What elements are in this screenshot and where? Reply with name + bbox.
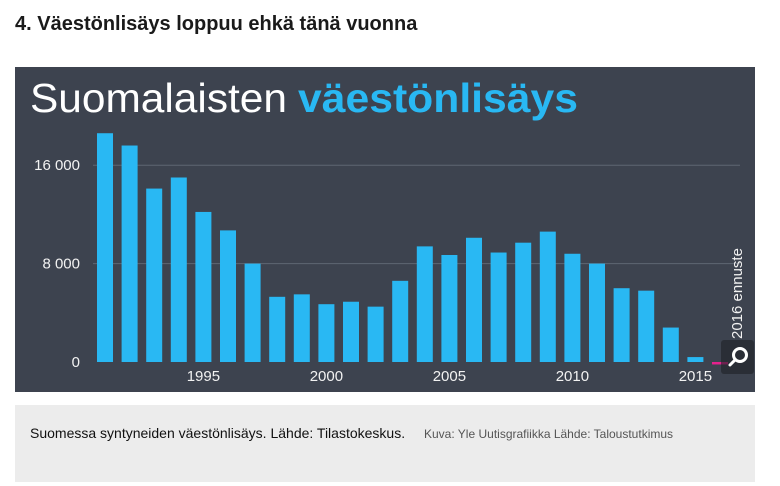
zoom-icon — [728, 347, 748, 367]
gridlines — [93, 164, 740, 265]
bar-1994 — [170, 177, 187, 362]
image-caption: Suomessa syntyneiden väestönlisäys. Lähd… — [15, 405, 755, 482]
chart-title-highlight: väestönlisäys — [298, 75, 578, 121]
caption-credit: Kuva: Yle Uutisgrafiikka Lähde: Taloustu… — [424, 427, 674, 441]
bar-2002 — [367, 306, 384, 362]
bar-2006 — [466, 237, 482, 362]
caption-text: Suomessa syntyneiden väestönlisäys. Lähd… — [30, 425, 406, 441]
bar-2012 — [613, 288, 630, 362]
x-axis-ticks: 1995 2000 2005 2010 2015 — [187, 368, 712, 385]
x-tick-label-2000: 2000 — [310, 368, 343, 385]
x-tick-label-2015: 2015 — [679, 368, 712, 385]
bar-2008 — [515, 242, 532, 362]
bar-2013 — [638, 290, 655, 362]
bar-1992 — [121, 145, 138, 362]
x-tick-label-2010: 2010 — [556, 368, 589, 385]
bar-1997 — [244, 263, 261, 362]
bar-2005 — [441, 254, 458, 362]
bar-1993 — [146, 188, 163, 362]
x-tick-label-2005: 2005 — [433, 368, 466, 385]
magnifier-ring — [731, 347, 748, 363]
bar-2015 — [687, 357, 704, 362]
bar-1999 — [293, 294, 310, 362]
bar-1991 — [97, 133, 113, 362]
section-heading: 4. Väestönlisäys loppuu ehkä tänä vuonna — [15, 13, 418, 35]
y-tick-label: 8 000 — [42, 256, 80, 273]
bar-1995 — [195, 211, 212, 362]
annotations: 2016 ennuste — [729, 248, 746, 339]
bar-1996 — [220, 230, 236, 362]
y-tick-label: 16 000 — [34, 157, 80, 174]
y-axis-ticks: 16 000 8 000 0 — [34, 157, 80, 371]
bars — [97, 133, 728, 365]
y-tick-label: 0 — [72, 354, 80, 371]
bar-2009 — [539, 231, 556, 362]
bar-2000 — [318, 304, 335, 362]
bar-2011 — [589, 263, 605, 362]
zoom-button[interactable] — [721, 340, 754, 374]
bar-2010 — [564, 253, 581, 362]
bar-2014 — [662, 327, 679, 362]
x-tick-label-1995: 1995 — [187, 368, 220, 385]
bar-2003 — [392, 280, 409, 362]
forecast-annotation: 2016 ennuste — [729, 248, 746, 339]
bar-2016 — [712, 362, 728, 365]
chart-title-light: Suomalaisten — [30, 75, 287, 121]
bar-2004 — [416, 246, 433, 362]
magnifier-handle — [728, 358, 737, 367]
chart-panel: Suomalaisten väestönlisäys 16 000 8 000 0 … — [15, 67, 755, 392]
bar-2007 — [490, 252, 507, 362]
bar-2001 — [343, 301, 359, 362]
bar-1998 — [269, 296, 286, 362]
